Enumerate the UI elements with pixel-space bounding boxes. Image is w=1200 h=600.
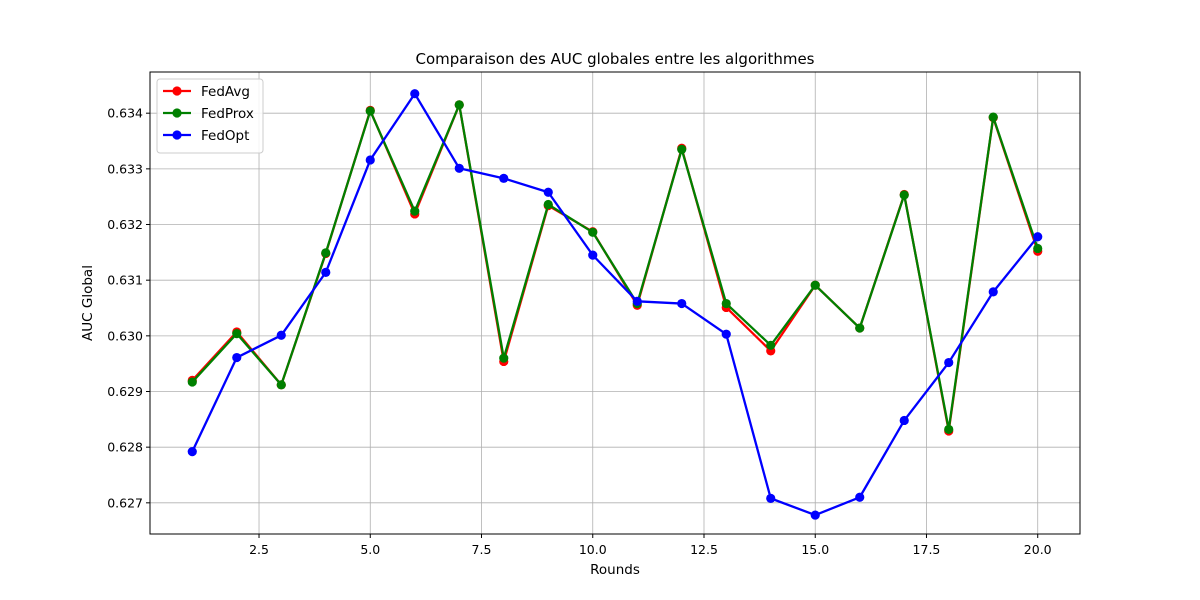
chart-title: Comparaison des AUC globales entre les a…: [415, 50, 814, 68]
data-point-fedprox: [365, 106, 375, 116]
data-point-fedprox: [855, 323, 865, 333]
x-tick-label: 5.0: [360, 542, 380, 557]
data-point-fedopt: [810, 510, 820, 520]
x-axis-ticks: 2.5 5.0 7.5 10.0 12.5 15.0 17.5 20.0: [249, 534, 1052, 557]
x-tick-label: 12.5: [690, 542, 718, 557]
data-point-fedprox: [677, 144, 687, 154]
data-point-fedopt: [944, 357, 954, 368]
data-point-fedprox: [187, 377, 197, 387]
x-tick-label: 17.5: [913, 542, 941, 557]
grid: [150, 72, 1080, 534]
data-point-fedopt: [677, 298, 687, 309]
series-fedprox: [187, 100, 1043, 434]
data-point-fedprox: [944, 424, 954, 434]
series-layer: [187, 89, 1043, 520]
series-line-fedopt: [191, 92, 1039, 517]
data-point-fedprox: [543, 199, 553, 210]
data-point-fedprox: [410, 206, 420, 216]
series-fedopt: [187, 89, 1043, 520]
legend-marker-fedprox: [172, 108, 182, 118]
data-point-fedprox: [588, 227, 598, 237]
legend-label-fedopt: FedOpt: [201, 128, 249, 144]
series-line-fedprox: [191, 103, 1039, 431]
y-tick-label: 0.627: [107, 495, 143, 510]
x-tick-label: 20.0: [1024, 542, 1052, 557]
legend: FedAvg FedProx FedOpt: [156, 78, 264, 154]
legend-item-fedprox: FedProx: [163, 106, 254, 122]
data-point-fedprox: [1033, 243, 1043, 254]
data-point-fedprox: [766, 340, 776, 350]
data-point-fedprox: [721, 298, 731, 309]
data-point-fedopt: [588, 250, 598, 260]
data-point-fedopt: [988, 287, 998, 297]
x-tick-label: 15.0: [801, 542, 829, 557]
legend-item-fedopt: FedOpt: [163, 128, 249, 144]
y-tick-label: 0.628: [107, 440, 143, 455]
data-point-fedprox: [899, 190, 909, 200]
legend-marker-fedavg: [172, 86, 182, 96]
x-axis-label: Rounds: [590, 562, 640, 578]
legend-item-fedavg: FedAvg: [163, 84, 250, 100]
data-point-fedprox: [499, 353, 509, 363]
data-point-fedopt: [1033, 232, 1043, 242]
plot-background: [150, 72, 1080, 534]
data-point-fedopt: [499, 173, 509, 183]
data-point-fedopt: [766, 493, 776, 503]
data-point-fedprox: [276, 380, 286, 390]
y-tick-label: 0.629: [107, 384, 143, 399]
x-tick-label: 10.0: [579, 542, 607, 557]
data-point-fedprox: [232, 329, 242, 339]
legend-marker-fedopt: [172, 130, 182, 140]
data-point-fedprox: [454, 100, 464, 110]
y-axis-ticks: 0.627 0.628 0.629 0.630 0.631 0.632 0.633 0.634: [107, 106, 150, 510]
data-point-fedopt: [410, 89, 420, 99]
y-axis-label: AUC Global: [80, 265, 96, 341]
y-tick-label: 0.631: [107, 273, 143, 288]
data-point-fedopt: [855, 492, 865, 502]
y-tick-label: 0.630: [107, 328, 143, 343]
plot-frame: [149, 71, 1081, 535]
data-point-fedopt: [321, 267, 331, 277]
data-point-fedprox: [810, 280, 820, 290]
data-point-fedopt: [187, 447, 197, 457]
data-point-fedopt: [721, 329, 731, 339]
legend-label-fedavg: FedAvg: [201, 84, 250, 100]
data-point-fedopt: [454, 163, 464, 173]
x-tick-label: 2.5: [249, 542, 269, 557]
data-point-fedopt: [543, 187, 553, 197]
data-point-fedopt: [899, 415, 909, 426]
y-tick-label: 0.632: [107, 217, 143, 232]
data-point-fedopt: [632, 296, 642, 306]
legend-label-fedprox: FedProx: [201, 106, 254, 122]
data-point-fedopt: [365, 155, 375, 165]
y-tick-label: 0.633: [107, 161, 143, 176]
x-tick-label: 7.5: [472, 542, 492, 557]
data-point-fedopt: [276, 330, 286, 340]
data-point-fedopt: [232, 352, 242, 363]
data-point-fedprox: [321, 248, 331, 258]
data-point-fedprox: [988, 112, 998, 122]
y-tick-label: 0.634: [107, 106, 143, 121]
